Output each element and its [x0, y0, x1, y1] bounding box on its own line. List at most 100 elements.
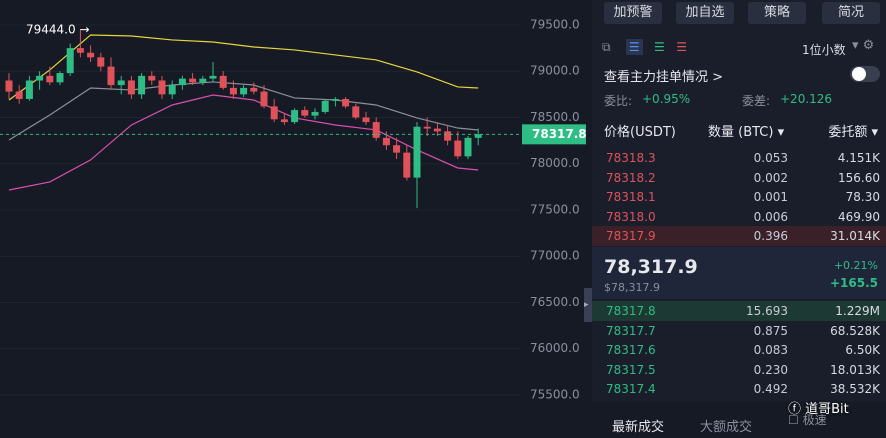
candle-body: [97, 57, 105, 67]
last-price-box: [522, 124, 586, 145]
book-cell: 18.013K: [830, 362, 880, 377]
indicator-line: [8, 34, 479, 101]
toggle[interactable]: [850, 66, 880, 82]
main-orders-link[interactable]: 查看主力挂单情况 >: [604, 70, 724, 85]
book-cell: 1.229M: [835, 304, 880, 318]
book-cell: 0.230: [753, 362, 788, 377]
axis-bg: [520, 0, 592, 438]
candle-body: [36, 75, 44, 81]
candle-body: [301, 110, 309, 116]
fast[interactable]: ☐ 极速: [788, 413, 827, 427]
book-cell: 0.053: [753, 151, 788, 165]
candle-body: [127, 80, 135, 95]
candle-body: [138, 75, 146, 95]
header[interactable]: 委托额 ▾: [828, 125, 878, 140]
precision[interactable]: 1位小数: [802, 43, 846, 57]
watermark: ⓕ 道哥Bit: [788, 402, 849, 417]
view-icons[interactable]: ⧉ ☰ ☰ ☰: [602, 39, 688, 55]
header[interactable]: 数量 (BTC) ▾: [708, 125, 785, 140]
book-row[interactable]: 78318.2 0.002 156.60: [592, 168, 886, 188]
book-cell: 68.528K: [830, 323, 880, 338]
change: +165.5: [829, 276, 878, 290]
candle-body: [56, 73, 64, 83]
candle-body: [117, 80, 125, 86]
book-row[interactable]: 78318.0 0.006 469.90: [592, 207, 886, 227]
candle-body: [148, 75, 156, 81]
book-row[interactable]: 78318.3 0.053 4.151K: [592, 148, 886, 168]
tab-bar: [592, 402, 886, 438]
last-price-label: 78317.8: [532, 127, 587, 141]
book-row[interactable]: 78317.8 15.693 1.229M: [592, 301, 886, 321]
book-row[interactable]: 78317.7 0.875 68.528K: [592, 321, 886, 341]
book-cell: 0.006: [753, 209, 788, 224]
candle-body: [168, 85, 176, 95]
y-tick-label: 78500.0: [530, 110, 580, 124]
diff: +20.126: [780, 92, 833, 106]
candle-body: [15, 91, 23, 99]
book-cell: 469.90: [838, 209, 880, 224]
candle-body: [250, 87, 258, 92]
candle-body: [87, 52, 95, 58]
candle-body: [260, 91, 268, 107]
candle-body: [291, 110, 299, 123]
tab[interactable]: 最新成交: [612, 420, 665, 435]
book-cell: 6.50K: [845, 343, 880, 357]
book-cell: 78317.8: [606, 304, 656, 318]
book-row[interactable]: 78317.5 0.230 18.013K: [592, 360, 886, 380]
settings-icon[interactable]: ▾ ⚙: [852, 38, 875, 53]
candle-body: [270, 106, 278, 120]
candle-body: [5, 80, 13, 92]
button[interactable]: 加预警: [604, 2, 662, 24]
collapse-handle[interactable]: ▸: [584, 288, 592, 322]
book-cell: 78318.1: [606, 190, 656, 204]
candle-body: [46, 75, 54, 83]
candle-body: [311, 111, 319, 116]
diff-label: 委差:: [742, 94, 771, 108]
ratio-label: 委比:: [604, 94, 633, 108]
candle-body: [382, 137, 390, 146]
candle-body: [158, 80, 166, 95]
candle-body: [342, 98, 350, 107]
y-tick-label: 76000.0: [530, 341, 580, 355]
candle-body: [229, 87, 237, 95]
book-cell: 0.002: [753, 170, 788, 185]
y-tick-label: 79500.0: [530, 17, 580, 31]
change-pct: +0.21%: [833, 259, 878, 272]
candle-body: [25, 80, 33, 99]
y-tick-label: 77500.0: [530, 202, 580, 216]
candle-body: [413, 126, 421, 178]
candle-body: [433, 128, 441, 132]
candle-body: [178, 78, 186, 86]
book-row[interactable]: 78317.4 0.492 38.532K: [592, 379, 886, 399]
candle-body: [362, 117, 370, 123]
candle-body: [209, 75, 217, 79]
candle-body: [189, 78, 197, 83]
button[interactable]: 加自选: [676, 2, 734, 24]
button[interactable]: 策略: [748, 2, 806, 24]
last-box: [592, 247, 886, 299]
candle-body: [464, 137, 472, 157]
tab[interactable]: 大额成交: [700, 420, 753, 435]
header: 价格(USDT): [604, 125, 676, 140]
book-cell: 0.875: [753, 323, 788, 338]
book-cell: 78318.3: [606, 151, 656, 165]
candle-body: [403, 152, 411, 178]
fast-label: 极速: [802, 413, 827, 427]
book-cell: 78317.9: [606, 229, 656, 243]
y-tick-label: 75500.0: [530, 387, 580, 401]
candle-body: [280, 119, 288, 123]
button[interactable]: 简况: [822, 2, 880, 24]
book-row[interactable]: 78318.1 0.001 78.30: [592, 187, 886, 207]
book-cell: 78317.5: [606, 362, 656, 377]
book-cell: 78317.4: [606, 382, 656, 396]
candle-body: [219, 75, 227, 88]
ratio: +0.95%: [642, 92, 691, 106]
book-cell: 38.532K: [830, 382, 880, 396]
book-cell: 78.30: [845, 190, 880, 204]
book-row[interactable]: 78317.9 0.396 31.014K: [592, 226, 886, 246]
book-cell: 0.396: [753, 229, 788, 243]
book-cell: 15.693: [746, 304, 788, 318]
book-row[interactable]: 78317.6 0.083 6.50K: [592, 340, 886, 360]
y-tick-label: 76500.0: [530, 295, 580, 309]
